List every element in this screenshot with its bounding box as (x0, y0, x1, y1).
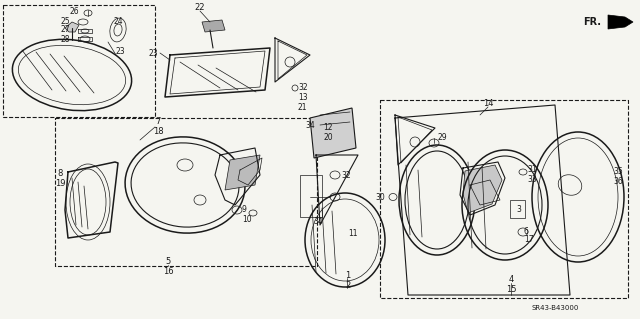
Text: 23: 23 (115, 48, 125, 56)
Text: 1: 1 (346, 271, 351, 279)
Text: SR43-B43000: SR43-B43000 (531, 305, 579, 311)
Text: 34: 34 (305, 121, 315, 130)
Text: 6: 6 (524, 226, 529, 235)
Text: 34: 34 (313, 218, 323, 226)
Text: 7: 7 (156, 117, 161, 127)
Text: 28: 28 (60, 34, 70, 43)
Text: FR.: FR. (583, 17, 601, 27)
Bar (55, 118, 317, 266)
Text: 33: 33 (527, 174, 537, 183)
Text: 32: 32 (341, 170, 351, 180)
Polygon shape (65, 22, 79, 32)
Text: 16: 16 (163, 266, 173, 276)
Text: 32: 32 (298, 84, 308, 93)
Text: 36: 36 (613, 176, 623, 186)
Text: 11: 11 (348, 228, 358, 238)
Text: 10: 10 (242, 216, 252, 225)
Text: 3: 3 (516, 205, 522, 214)
Bar (3, 5, 155, 117)
Text: 17: 17 (524, 235, 534, 244)
Text: 5: 5 (165, 257, 171, 266)
Text: 14: 14 (483, 99, 493, 108)
Text: 29: 29 (438, 133, 447, 143)
Text: 20: 20 (323, 133, 333, 143)
Text: 22: 22 (195, 4, 205, 12)
Text: 31: 31 (527, 165, 536, 174)
Polygon shape (202, 20, 225, 32)
Text: 27: 27 (60, 26, 70, 34)
Polygon shape (463, 165, 502, 213)
Text: 15: 15 (506, 285, 516, 293)
Polygon shape (225, 155, 260, 190)
Text: 35: 35 (613, 167, 623, 176)
Text: 26: 26 (69, 6, 79, 16)
Text: 25: 25 (60, 17, 70, 26)
Text: 18: 18 (153, 127, 163, 136)
Bar (510, 200, 525, 218)
Text: 19: 19 (55, 179, 65, 188)
Text: 4: 4 (508, 276, 514, 285)
Text: 8: 8 (58, 168, 63, 177)
Text: 21: 21 (298, 103, 307, 113)
Text: 13: 13 (298, 93, 308, 102)
Polygon shape (310, 108, 356, 158)
Text: 23: 23 (148, 48, 158, 57)
Text: 30: 30 (375, 192, 385, 202)
Bar (380, 100, 628, 298)
Text: 9: 9 (242, 205, 247, 214)
Text: 12: 12 (323, 123, 333, 132)
Text: 24: 24 (113, 18, 123, 26)
Text: 2: 2 (346, 280, 351, 290)
Polygon shape (608, 15, 633, 29)
Bar (300, 175, 322, 217)
